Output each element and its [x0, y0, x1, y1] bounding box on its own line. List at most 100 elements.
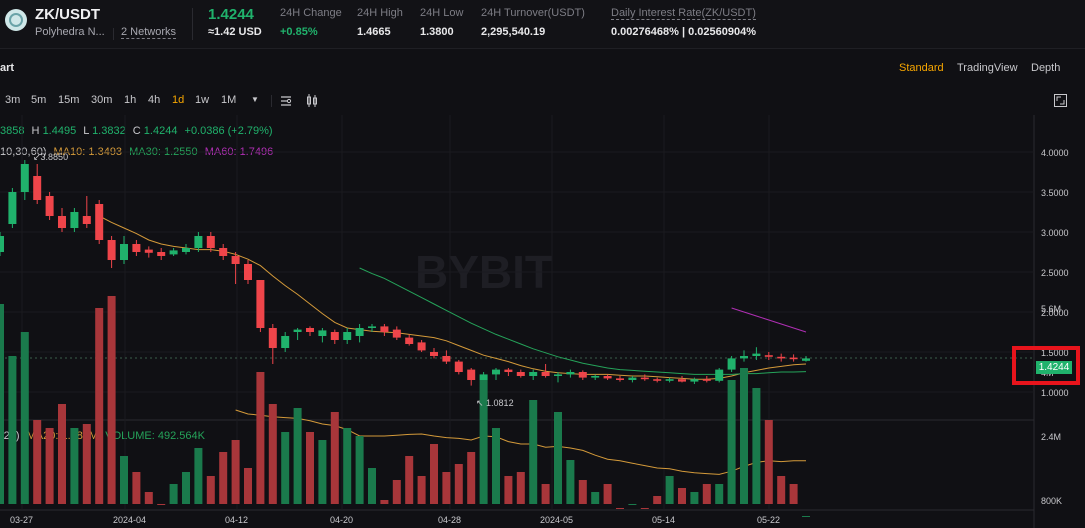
volume-bar	[0, 304, 4, 504]
candle-body	[702, 379, 711, 381]
volume-bar	[231, 440, 240, 504]
timeframe-4h[interactable]: 4h	[148, 94, 161, 106]
price-tick-label: 2.0000	[1041, 308, 1069, 318]
candle-body	[640, 377, 649, 380]
candle-body	[715, 369, 724, 381]
interest-rate-label[interactable]: Daily Interest Rate(ZK/USDT)	[611, 7, 756, 20]
candle-body	[417, 342, 426, 351]
price-tick-label: 3.0000	[1041, 228, 1069, 238]
volume-bar	[616, 508, 624, 509]
volume-bar	[256, 372, 265, 504]
candle-body	[206, 236, 215, 248]
interest-rate-value: 0.00276468% | 0.02560904%	[611, 26, 756, 38]
volume-tick-label: 2.4M	[1041, 432, 1061, 442]
turnover-label: 24H Turnover(USDT)	[481, 7, 585, 19]
volume-bar	[442, 472, 451, 504]
candle-body	[293, 329, 302, 332]
pair-symbol[interactable]: ZK/USDT	[35, 6, 100, 23]
volume-bar	[430, 444, 438, 504]
volume-bar	[690, 492, 699, 504]
candle-body	[343, 332, 352, 340]
volume-bar	[504, 476, 513, 504]
candle-body	[554, 374, 562, 376]
timeframe-30m[interactable]: 30m	[91, 94, 113, 106]
high-value: 1.4665	[357, 26, 391, 38]
candle-body	[802, 358, 810, 361]
candle-body	[256, 280, 265, 328]
timeframe-1w[interactable]: 1w	[195, 94, 210, 106]
view-depth[interactable]: Depth	[1031, 62, 1061, 74]
price-tick-label: 3.5000	[1041, 188, 1069, 198]
volume-bar	[640, 508, 649, 509]
candle-body	[628, 377, 637, 380]
candle-body	[678, 379, 686, 382]
volume-bar	[368, 468, 376, 504]
candle-body	[752, 353, 761, 356]
bybit-watermark: BYBIT	[415, 246, 553, 298]
candle-body	[157, 252, 166, 256]
candle-body	[479, 374, 488, 380]
indicators-icon[interactable]	[280, 95, 292, 107]
low-label: 24H Low	[420, 7, 464, 19]
volume-bar	[330, 412, 339, 504]
current-price-tag: 1.4244	[1036, 361, 1072, 374]
fullscreen-icon[interactable]	[1054, 94, 1067, 107]
last-price: 1.4244	[208, 6, 254, 23]
zk-token-logo-icon	[5, 9, 27, 31]
volume-bar	[306, 432, 314, 504]
candle-body	[120, 244, 128, 260]
candle-body	[504, 369, 513, 372]
volume-bar	[380, 500, 389, 504]
candle-body	[566, 372, 575, 375]
candle-body	[194, 236, 203, 248]
volume-legend: (20) MA20: 1.782M VOLUME: 492.564K	[0, 430, 205, 442]
price-highlight-box	[1012, 346, 1080, 385]
volume-bar	[603, 484, 612, 504]
ma-legend: 10,30,60) MA10: 1.3493 MA30: 1.2550 MA60…	[0, 146, 274, 158]
volume-ma20-line	[235, 409, 806, 475]
volume-bar	[268, 404, 277, 504]
candle-body	[529, 372, 538, 376]
volume-bar	[405, 456, 414, 504]
networks-link[interactable]: 2 Networks	[121, 26, 177, 39]
candle-body	[603, 376, 612, 379]
volume-bar	[802, 516, 810, 517]
timeframe-dropdown-icon[interactable]: ▼	[251, 95, 259, 104]
volume-bar	[157, 504, 166, 505]
time-tick-label: 04-20	[330, 515, 353, 525]
volume-bar	[318, 440, 327, 504]
chart-type-candles-icon[interactable]	[306, 94, 318, 108]
volume-bar	[752, 388, 761, 504]
volume-bar	[244, 468, 252, 504]
volume-bar	[492, 428, 500, 504]
timeframe-5m[interactable]: 5m	[31, 94, 47, 106]
volume-bar	[120, 456, 128, 504]
volume-bar	[182, 472, 190, 504]
volume-bar	[206, 476, 215, 504]
volume-bar	[20, 332, 29, 504]
timeframe-1M[interactable]: 1M	[221, 94, 237, 106]
volume-bar	[169, 484, 178, 504]
low-price-marker: ↖ 1.0812	[476, 398, 514, 408]
time-tick-label: 05-22	[757, 515, 780, 525]
view-standard[interactable]: Standard	[899, 62, 944, 74]
time-tick-label: 03-27	[10, 515, 33, 525]
timeframe-1d[interactable]: 1d	[172, 94, 185, 106]
candle-body	[665, 379, 674, 381]
view-tradingview[interactable]: TradingView	[957, 62, 1018, 74]
candle-body	[20, 164, 29, 192]
volume-bar	[219, 452, 228, 504]
timeframe-1h[interactable]: 1h	[124, 94, 137, 106]
candle-body	[169, 250, 178, 255]
volume-bar	[293, 408, 302, 504]
volume-bar	[144, 492, 153, 504]
candle-body	[541, 372, 550, 376]
candle-body	[405, 337, 414, 344]
candle-body	[182, 248, 190, 252]
candle-body	[442, 356, 451, 362]
candle-body	[355, 328, 364, 336]
timeframe-15m[interactable]: 15m	[58, 94, 80, 106]
timeframe-3m[interactable]: 3m	[5, 94, 21, 106]
volume-tick-label: 5.6M	[1041, 304, 1061, 314]
